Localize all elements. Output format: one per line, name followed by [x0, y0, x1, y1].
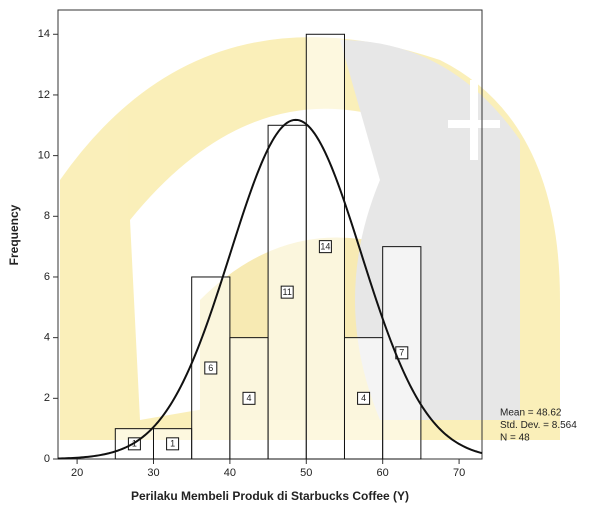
data-label: 4: [246, 393, 251, 403]
y-tick-label: 2: [44, 392, 50, 404]
y-axis-title: Frequency: [7, 204, 21, 265]
x-tick-label: 70: [453, 467, 465, 479]
x-axis-title: Perilaku Membeli Produk di Starbucks Cof…: [131, 489, 409, 503]
data-label: 6: [208, 363, 213, 373]
y-tick-label: 6: [44, 271, 50, 283]
data-label-box: [357, 391, 371, 405]
y-tick-label: 0: [44, 453, 50, 465]
data-label: 7: [399, 348, 404, 358]
y-tick-label: 14: [38, 28, 50, 40]
data-label-box: [166, 437, 180, 451]
data-label: 1: [170, 439, 175, 449]
data-label-box: [318, 240, 332, 254]
data-label-box: [280, 285, 294, 299]
data-label-box: [204, 361, 218, 375]
x-tick-label: 40: [224, 467, 236, 479]
x-tick-label: 30: [147, 467, 159, 479]
data-label: 4: [361, 393, 366, 403]
y-tick-label: 12: [38, 89, 50, 101]
data-label: 14: [320, 242, 330, 252]
y-tick-label: 10: [38, 150, 50, 162]
x-tick-label: 20: [71, 467, 83, 479]
x-tick-label: 50: [300, 467, 312, 479]
y-tick-label: 8: [44, 210, 50, 222]
data-label-box: [242, 391, 256, 405]
stats-label: N = 48: [500, 433, 530, 444]
y-tick-label: 4: [44, 332, 50, 344]
x-tick-label: 60: [377, 467, 389, 479]
stats-label: Mean = 48.62: [500, 408, 562, 419]
stats-label: Std. Dev. = 8.564: [500, 420, 577, 431]
data-label: 11: [283, 287, 292, 297]
normal-curve: [57, 118, 483, 460]
